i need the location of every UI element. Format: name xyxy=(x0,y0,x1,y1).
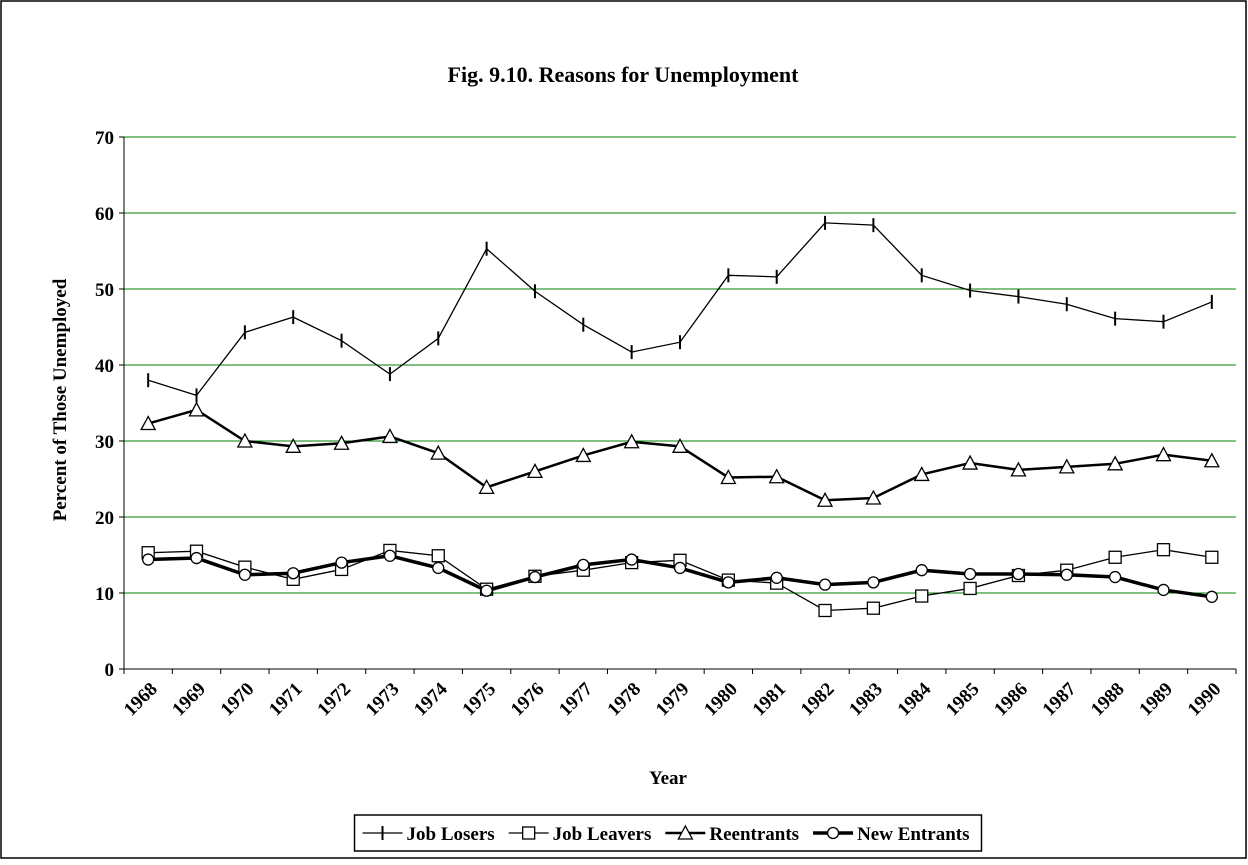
point-marker xyxy=(526,463,544,479)
point-marker xyxy=(867,576,880,589)
point-marker xyxy=(865,489,882,505)
point-marker xyxy=(961,454,979,470)
point-marker xyxy=(1060,568,1073,581)
point-marker xyxy=(818,603,832,618)
y-tick-label: 20 xyxy=(95,508,114,529)
point-marker xyxy=(432,561,445,575)
point-marker xyxy=(287,567,300,580)
point-marker xyxy=(575,447,592,463)
legend-label: Job Leavers xyxy=(553,824,652,845)
point-marker xyxy=(1205,590,1218,603)
point-marker xyxy=(963,581,977,596)
y-tick-label: 70 xyxy=(95,128,114,149)
y-tick-label: 60 xyxy=(95,204,114,225)
point-marker xyxy=(528,570,542,584)
point-marker xyxy=(1203,452,1220,468)
point-marker xyxy=(915,589,929,603)
point-marker xyxy=(1108,550,1122,564)
legend-label: Reentrants xyxy=(709,824,799,845)
point-marker xyxy=(913,466,930,482)
point-marker xyxy=(866,601,881,615)
point-marker xyxy=(1107,455,1124,471)
legend-label: New Entrants xyxy=(857,824,969,845)
point-marker xyxy=(577,558,590,572)
point-marker xyxy=(1058,458,1075,474)
y-tick-label: 10 xyxy=(95,584,114,605)
point-marker xyxy=(190,551,203,565)
legend-label: Job Losers xyxy=(407,824,495,845)
point-marker xyxy=(768,468,785,484)
point-marker xyxy=(430,444,447,460)
point-marker xyxy=(236,432,253,448)
legend-marker xyxy=(826,826,840,840)
point-marker xyxy=(238,568,252,581)
point-marker xyxy=(431,549,445,563)
point-marker xyxy=(1156,543,1171,557)
point-marker xyxy=(963,567,977,581)
point-marker xyxy=(1012,567,1025,581)
point-marker xyxy=(383,549,397,562)
point-marker xyxy=(673,561,687,575)
point-marker xyxy=(1010,461,1027,477)
point-marker xyxy=(140,415,157,431)
point-marker xyxy=(480,584,493,597)
y-tick-label: 0 xyxy=(105,660,115,681)
x-axis-label: Year xyxy=(649,768,688,789)
legend-marker xyxy=(522,826,536,840)
point-marker xyxy=(478,478,495,495)
chart-title: Fig. 9.10. Reasons for Unemployment xyxy=(448,62,800,87)
y-tick-label: 30 xyxy=(95,432,114,453)
point-marker xyxy=(818,578,832,591)
y-tick-label: 40 xyxy=(95,356,114,377)
point-marker xyxy=(188,401,205,417)
point-marker xyxy=(625,553,638,566)
point-marker xyxy=(1157,583,1170,597)
point-marker xyxy=(142,553,155,566)
point-marker xyxy=(671,437,689,453)
legend: Job Losers Job Leavers Reentrants New Entra… xyxy=(353,814,983,852)
y-axis-label: Percent of Those Unemployed xyxy=(50,278,71,521)
y-tick-label: 50 xyxy=(95,280,114,301)
point-marker xyxy=(333,434,350,450)
point-marker xyxy=(335,556,348,569)
point-marker xyxy=(1108,570,1122,584)
point-marker xyxy=(770,571,783,584)
point-marker xyxy=(1155,446,1172,462)
point-marker xyxy=(720,469,737,485)
point-marker xyxy=(623,433,640,449)
point-marker xyxy=(816,491,834,507)
legend-marker xyxy=(677,824,694,840)
point-marker xyxy=(1205,550,1219,564)
point-marker xyxy=(285,437,302,453)
point-marker xyxy=(722,576,735,589)
point-marker xyxy=(381,428,399,444)
point-marker xyxy=(915,564,928,577)
